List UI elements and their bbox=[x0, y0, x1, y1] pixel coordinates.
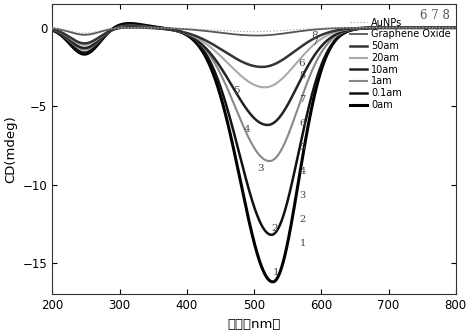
Text: 5: 5 bbox=[300, 143, 306, 152]
Text: 6: 6 bbox=[298, 59, 304, 68]
Legend: AuNPs, Graphene Oxide, 50am, 20am, 10am, 1am, 0.1am, 0am: AuNPs, Graphene Oxide, 50am, 20am, 10am,… bbox=[350, 18, 451, 110]
Text: 8: 8 bbox=[311, 31, 318, 40]
Text: 2: 2 bbox=[271, 224, 277, 233]
Text: 7: 7 bbox=[311, 38, 318, 47]
Text: 2: 2 bbox=[300, 215, 306, 224]
Text: 6: 6 bbox=[300, 119, 306, 128]
Text: 7: 7 bbox=[300, 95, 306, 104]
Text: 3: 3 bbox=[258, 164, 264, 174]
Text: 4: 4 bbox=[244, 125, 251, 134]
X-axis label: 波长（nm）: 波长（nm） bbox=[227, 318, 281, 331]
Text: 5: 5 bbox=[233, 86, 239, 95]
Text: 1: 1 bbox=[273, 268, 280, 277]
Y-axis label: CD(mdeg): CD(mdeg) bbox=[4, 116, 17, 183]
Text: 8: 8 bbox=[300, 71, 306, 80]
Text: 4: 4 bbox=[300, 167, 306, 176]
Text: 6 7 8: 6 7 8 bbox=[420, 8, 450, 21]
Text: 3: 3 bbox=[300, 191, 306, 200]
Text: 1: 1 bbox=[300, 240, 306, 249]
